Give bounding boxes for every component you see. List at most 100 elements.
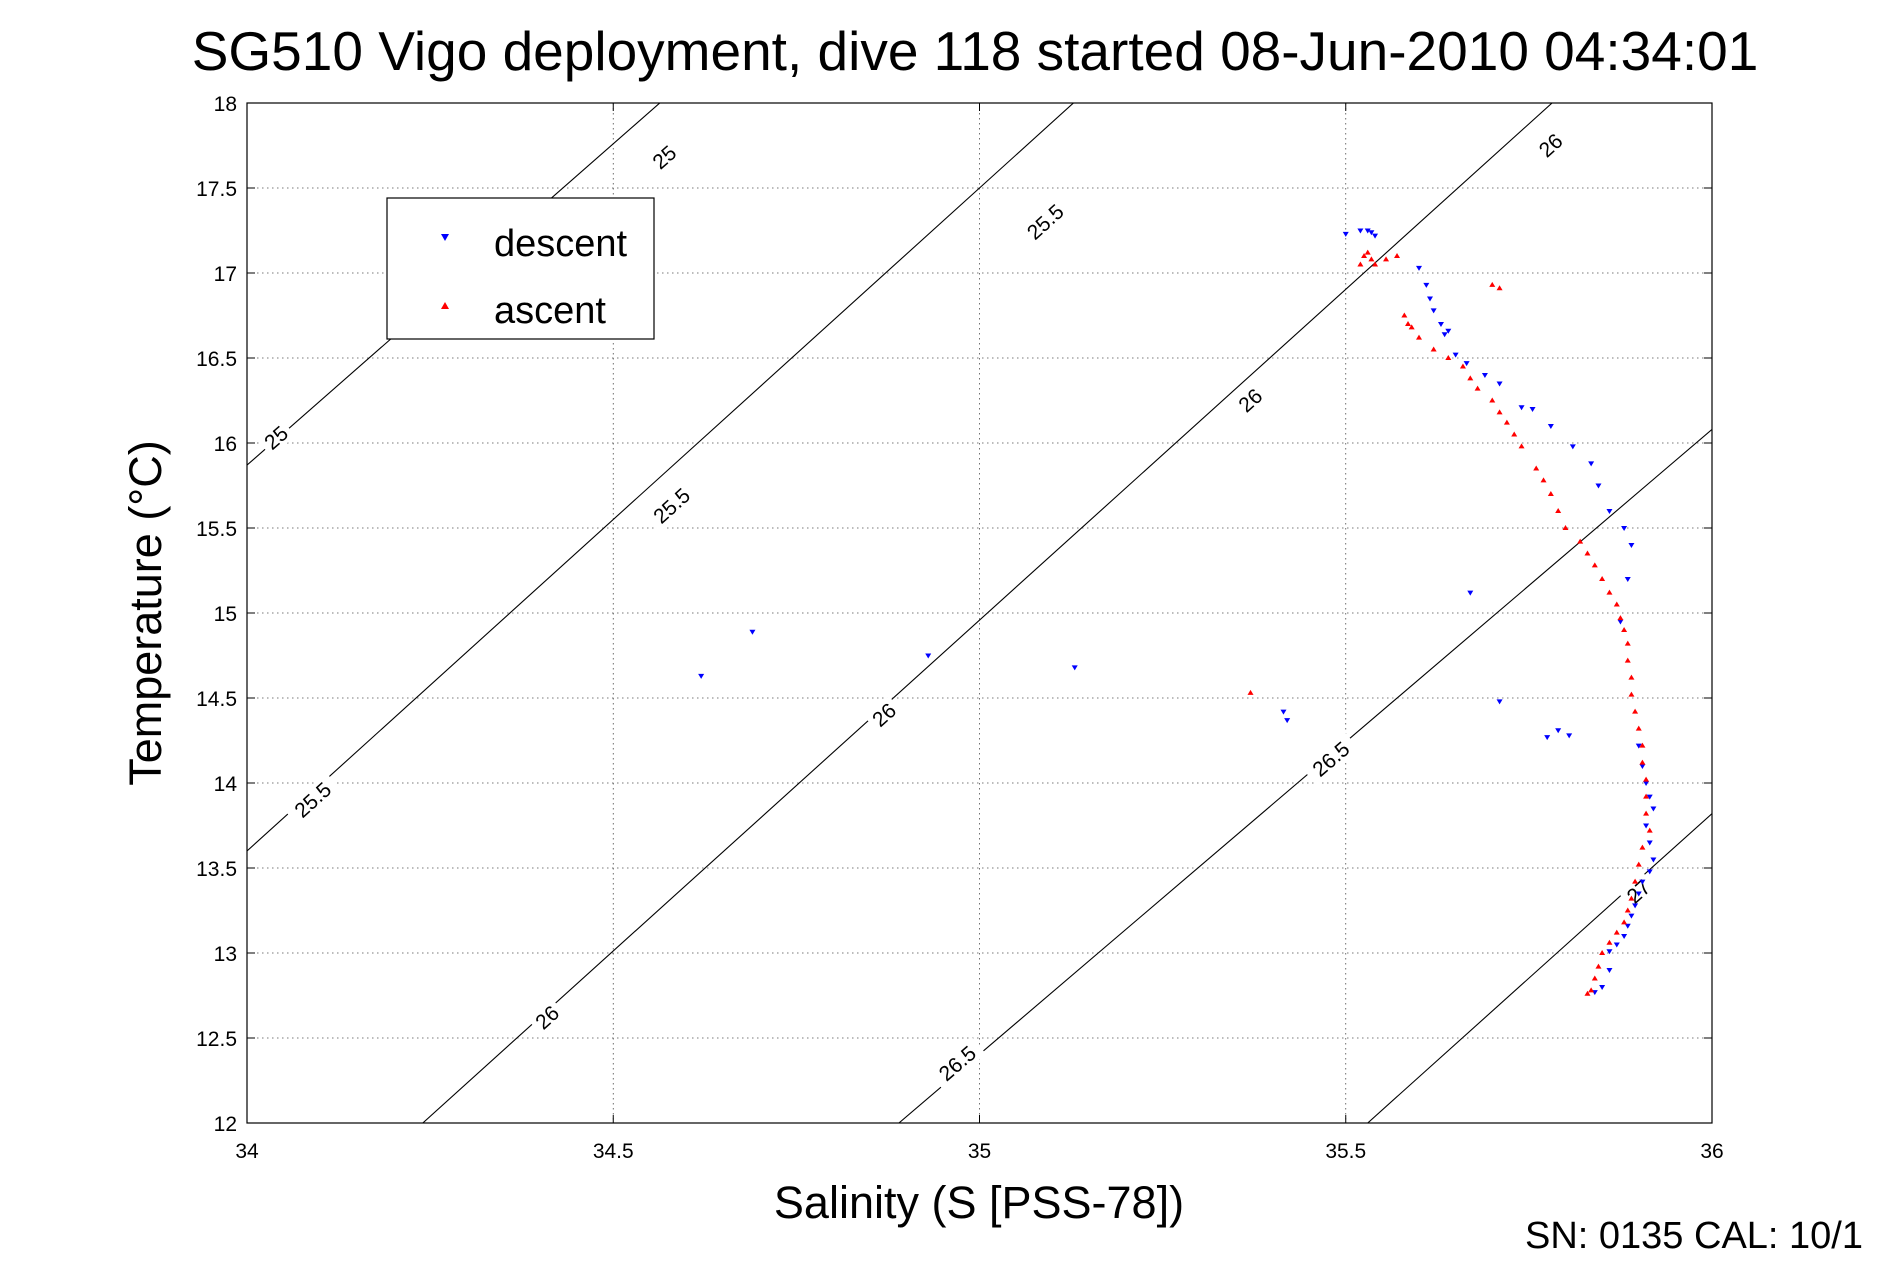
descent-point <box>1650 857 1657 863</box>
y-tick-label: 12 <box>214 1113 237 1136</box>
ascent-point <box>1617 615 1624 621</box>
contour-label-group: 26.5 <box>1302 732 1360 786</box>
ascent-point <box>1588 987 1595 993</box>
descent-point <box>1452 352 1459 358</box>
isopycnal-line <box>247 103 1075 852</box>
ascent-point <box>1445 355 1452 360</box>
descent-point <box>1463 361 1470 367</box>
descent-point <box>1372 233 1379 239</box>
descent-point <box>1606 968 1613 973</box>
ascent-point <box>1632 708 1639 714</box>
y-tick-label: 17.5 <box>196 178 237 201</box>
descent-point <box>1529 407 1536 412</box>
ascent-point <box>1613 929 1620 935</box>
ascent-point <box>1555 508 1562 513</box>
ascent-point <box>1628 895 1635 901</box>
descent-point <box>1555 728 1562 734</box>
contour-label: 26 <box>1535 130 1568 163</box>
legend-box <box>386 197 655 340</box>
contour-label: 26 <box>868 699 901 732</box>
descent-point <box>1588 461 1595 467</box>
ascent-point <box>1591 975 1598 981</box>
descent-point <box>1441 332 1448 338</box>
descent-point <box>1342 231 1349 237</box>
contour-label-group: 26 <box>865 696 904 734</box>
descent-point <box>1071 665 1078 671</box>
ascent-point <box>1459 363 1466 369</box>
descent-point <box>1628 543 1635 548</box>
descent-point <box>1368 230 1375 236</box>
descent-point <box>925 653 932 659</box>
descent-point <box>1624 923 1631 929</box>
descent-point <box>1423 282 1430 288</box>
descent-point <box>1646 840 1653 846</box>
ascent-point <box>1639 742 1646 748</box>
ascent-point <box>1643 776 1650 782</box>
grid <box>247 103 1712 1123</box>
descent-point <box>1544 735 1551 741</box>
descent-point <box>1496 699 1503 705</box>
ascent-point <box>1624 657 1631 663</box>
ascent-point <box>1643 810 1650 816</box>
descent-point <box>1643 781 1650 786</box>
ascent-point <box>1489 281 1496 287</box>
ascent-point <box>1577 538 1584 544</box>
contour-label-bg <box>865 696 904 734</box>
contour-label-group: 26 <box>528 998 567 1037</box>
x-tick-label: 36 <box>1700 1140 1723 1163</box>
ascent-point <box>1562 525 1569 530</box>
y-tick-label: 16.5 <box>196 348 237 371</box>
ascent-point <box>1606 939 1613 945</box>
x-tick-label: 34 <box>235 1140 259 1163</box>
descent-point <box>1284 718 1291 724</box>
data-points <box>698 228 1657 996</box>
ascent-point <box>1503 419 1510 425</box>
descent-point <box>1632 903 1639 909</box>
ascent-point <box>1632 878 1639 884</box>
descent-point <box>1496 381 1503 387</box>
y-tick-label: 14 <box>214 773 238 796</box>
descent-point <box>1643 823 1650 829</box>
ascent-point <box>1599 950 1606 955</box>
ascent-point <box>1430 346 1437 352</box>
ascent-point <box>1416 334 1422 340</box>
ascent-point <box>1247 689 1254 695</box>
ascent-point <box>1635 861 1642 867</box>
ascent-point <box>1621 919 1628 925</box>
contour-label-bg <box>645 138 684 177</box>
contour-label-group: 25.5 <box>643 478 700 533</box>
descent-point <box>1481 373 1488 378</box>
ascent-point <box>1639 844 1646 850</box>
descent-point <box>1621 526 1628 531</box>
ascent-point <box>1368 256 1375 262</box>
contour-label-bg <box>257 419 296 457</box>
chart-title: SG510 Vigo deployment, dive 118 started … <box>192 20 1759 82</box>
y-tick-label: 16 <box>214 433 237 456</box>
contour-label-bg <box>1017 195 1074 249</box>
x-tick-label: 34.5 <box>593 1140 634 1163</box>
descent-point <box>1606 509 1613 514</box>
ascent-point <box>1357 261 1364 267</box>
ascent-point <box>1401 312 1408 318</box>
descent-point <box>1547 424 1554 429</box>
ascent-point <box>1621 627 1628 632</box>
descent-point <box>1606 949 1613 955</box>
descent-point <box>1621 934 1628 939</box>
legend-descent-marker <box>441 234 449 241</box>
y-tick-label: 15 <box>214 603 237 626</box>
contour-label-bg <box>1231 381 1270 420</box>
ascent-point <box>1606 589 1613 595</box>
x-tick-label: 35.5 <box>1325 1140 1366 1163</box>
ascent-point <box>1361 253 1368 258</box>
contour-label-group: 26 <box>1531 126 1571 165</box>
y-tick-label: 14.5 <box>196 688 237 711</box>
ascent-point <box>1628 674 1635 680</box>
contour-label-bg <box>1531 126 1571 165</box>
descent-point <box>1628 913 1635 919</box>
descent-point <box>1650 806 1657 812</box>
ascent-point <box>1584 990 1591 996</box>
descent-point <box>1437 322 1444 327</box>
descent-point <box>1639 879 1646 885</box>
ascent-point <box>1624 640 1631 646</box>
ascent-point <box>1639 759 1646 765</box>
